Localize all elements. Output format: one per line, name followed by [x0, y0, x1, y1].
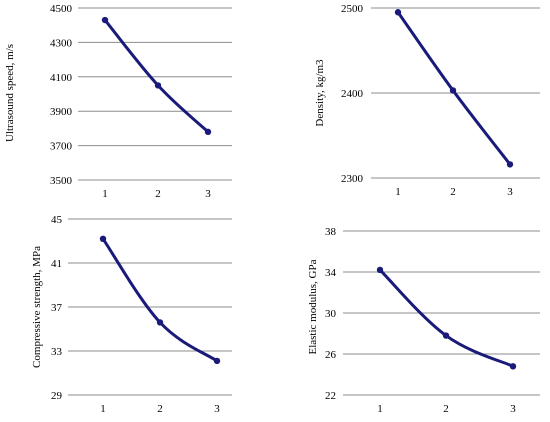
y-tick-label: 4500 [50, 3, 73, 15]
x-tick-label: 2 [157, 403, 163, 415]
x-tick-label: 3 [510, 403, 516, 415]
x-tick-label: 3 [205, 188, 211, 200]
x-tick-label: 3 [507, 186, 513, 198]
data-point [394, 9, 402, 16]
y-axis-label: Density, kg/m3 [314, 59, 326, 127]
data-point [376, 266, 384, 274]
data-point [156, 319, 164, 326]
chart-panel-ultrasound-speed: Ultrasound speed, m/s 3500 3700 3900 4100 43… [4, 3, 232, 200]
y-tick-label: 33 [51, 346, 63, 358]
y-tick-label: 38 [325, 226, 337, 238]
y-tick-label: 3900 [50, 106, 73, 118]
chart-panel-density: Density, kg/m3 2300 2400 2500 1 2 3 [314, 3, 540, 198]
y-tick-label: 26 [325, 349, 337, 361]
x-tick-label: 1 [102, 188, 108, 200]
x-tick-label: 2 [450, 186, 456, 198]
y-tick-label: 41 [51, 258, 62, 270]
series-line [101, 237, 219, 363]
y-axis-label: Ultrasound speed, m/s [4, 44, 16, 142]
y-tick-label: 2400 [341, 88, 364, 100]
x-tick-label: 2 [443, 403, 449, 415]
x-tick-label: 1 [395, 186, 401, 198]
series-line [103, 18, 210, 134]
data-point [204, 128, 212, 136]
data-point [449, 87, 457, 94]
y-tick-label: 2300 [341, 173, 364, 185]
y-tick-label: 2500 [341, 3, 364, 15]
y-tick-label: 4100 [50, 72, 73, 84]
y-tick-label: 3700 [50, 141, 73, 153]
data-point [506, 161, 514, 168]
data-point [101, 16, 109, 24]
y-tick-label: 37 [51, 302, 63, 314]
data-point [154, 82, 162, 89]
y-tick-label: 4300 [50, 37, 73, 49]
data-point [442, 332, 450, 339]
x-tick-label: 1 [100, 403, 106, 415]
y-tick-label: 30 [325, 308, 337, 320]
data-point [99, 235, 107, 242]
y-tick-label: 34 [325, 267, 337, 279]
y-tick-label: 3500 [50, 175, 73, 187]
x-tick-label: 3 [214, 403, 220, 415]
y-tick-label: 22 [325, 390, 336, 402]
data-point [509, 363, 517, 370]
y-tick-label: 45 [51, 214, 63, 226]
chart-panel-elastic-modulus: Elastic modulus, GPa 22 26 30 34 38 1 2 3 [307, 226, 540, 415]
x-tick-label: 2 [155, 188, 161, 200]
y-axis-label: Elastic modulus, GPa [307, 259, 319, 354]
data-point [213, 357, 221, 365]
x-tick-label: 1 [377, 403, 383, 415]
chart-panel-compressive-strength: Compressive strength, MPa 29 33 37 41 45 1 2 3 [31, 214, 232, 415]
y-axis-label: Compressive strength, MPa [31, 246, 43, 368]
y-tick-label: 29 [51, 390, 63, 402]
series-line [378, 268, 515, 368]
